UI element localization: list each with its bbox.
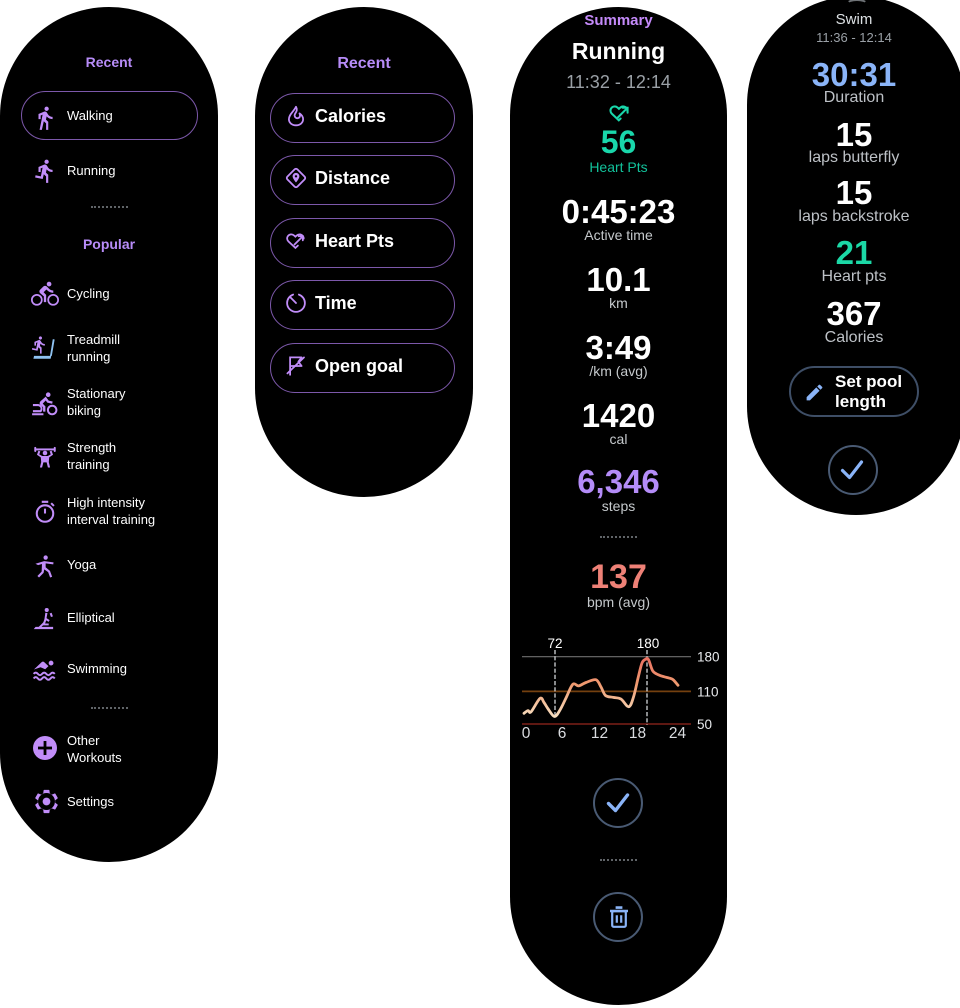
- svg-text:50: 50: [697, 717, 712, 732]
- svg-text:180: 180: [637, 636, 660, 651]
- svg-text:180: 180: [697, 650, 720, 665]
- svg-text:24: 24: [669, 725, 687, 742]
- svg-text:0: 0: [522, 725, 531, 742]
- svg-text:6: 6: [558, 725, 567, 742]
- svg-text:110: 110: [697, 685, 719, 700]
- svg-text:12: 12: [591, 725, 608, 742]
- svg-text:18: 18: [629, 725, 646, 742]
- svg-text:72: 72: [547, 636, 562, 651]
